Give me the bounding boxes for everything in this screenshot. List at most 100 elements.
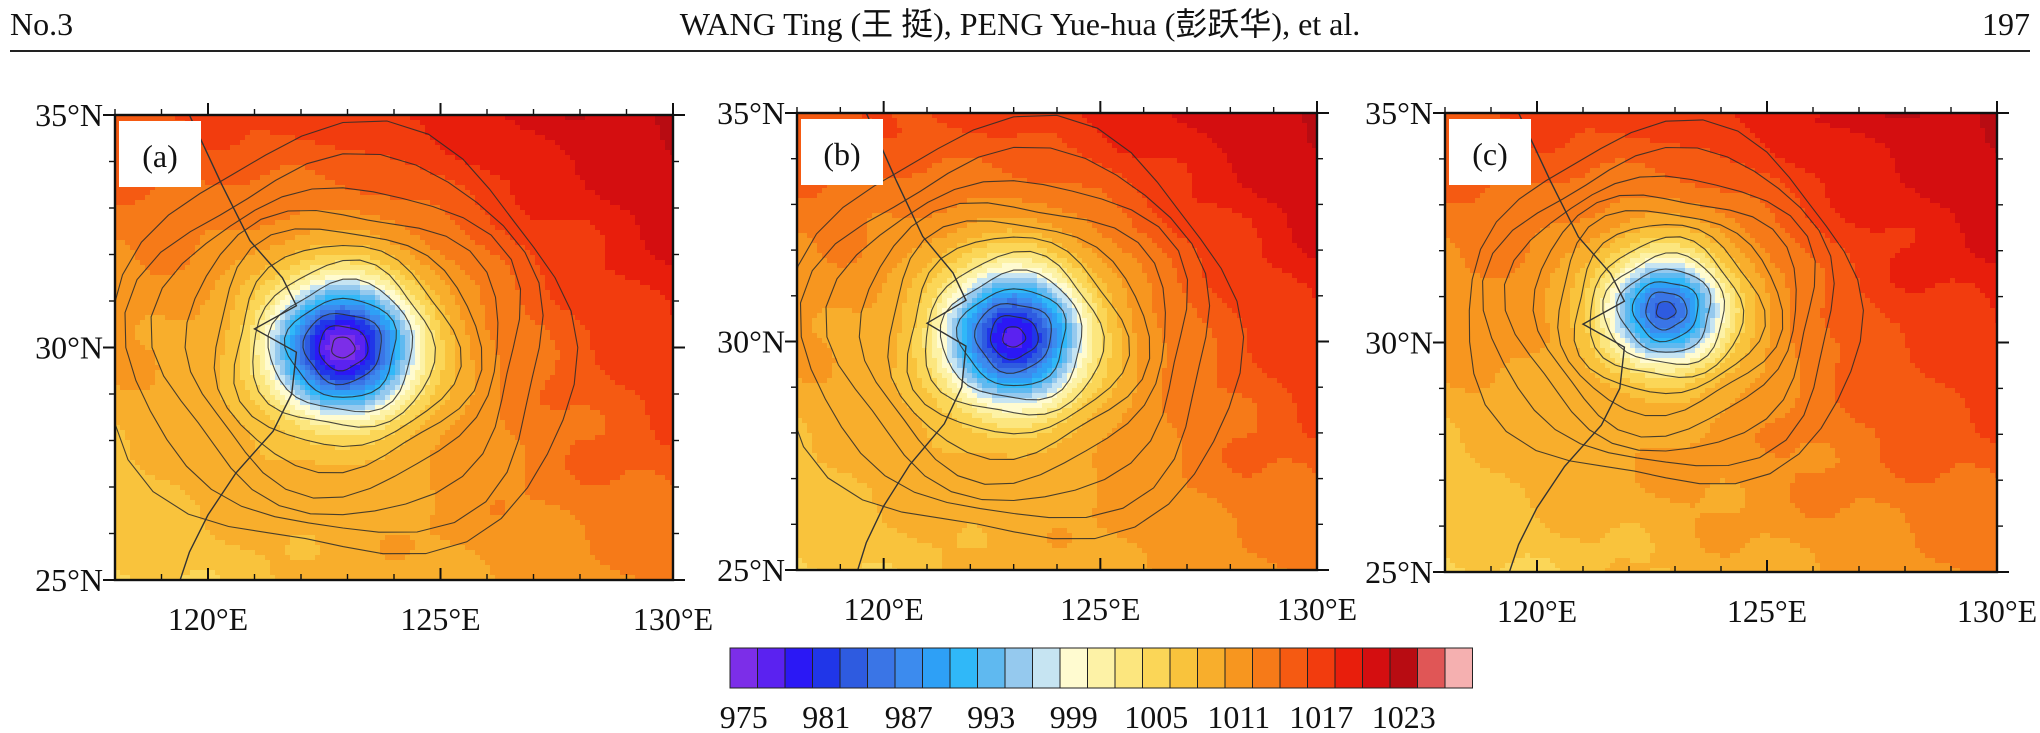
field-cell [595, 315, 601, 321]
field-cell [370, 265, 376, 271]
field-cell [275, 235, 281, 241]
field-cell [415, 245, 421, 251]
field-cell [525, 240, 531, 246]
field-cell [350, 235, 356, 241]
field-cell [305, 275, 311, 281]
field-cell [210, 190, 216, 196]
field-cell [650, 225, 656, 231]
field-cell [235, 160, 241, 166]
field-cell [650, 135, 656, 141]
field-cell [430, 160, 436, 166]
field-cell [365, 150, 371, 156]
field-cell [270, 120, 276, 126]
field-cell [130, 300, 136, 306]
field-cell [465, 115, 471, 121]
field-cell [560, 125, 566, 131]
field-cell [560, 245, 566, 251]
field-cell [590, 305, 596, 311]
field-cell [605, 115, 611, 121]
field-cell [605, 205, 611, 211]
field-cell [255, 155, 261, 161]
field-cell [480, 185, 486, 191]
field-cell [115, 180, 121, 186]
field-cell [520, 280, 526, 286]
field-cell [615, 245, 621, 251]
field-cell [560, 195, 566, 201]
field-cell [560, 265, 566, 271]
field-cell [325, 305, 331, 311]
field-cell [465, 175, 471, 181]
field-cell [365, 315, 371, 321]
field-cell [205, 325, 211, 331]
field-cell [370, 315, 376, 321]
field-cell [665, 315, 671, 321]
field-cell [220, 250, 226, 256]
field-cell [195, 115, 201, 121]
field-cell [415, 265, 421, 271]
field-cell [630, 115, 636, 121]
field-cell [220, 165, 226, 171]
field-cell [320, 175, 326, 181]
field-cell [550, 305, 556, 311]
field-cell [235, 220, 241, 226]
field-cell [310, 240, 316, 246]
field-cell [200, 120, 206, 126]
field-cell [670, 115, 673, 121]
field-cell [470, 150, 476, 156]
field-cell [245, 140, 251, 146]
field-cell [225, 215, 231, 221]
field-cell [325, 150, 331, 156]
field-cell [175, 280, 181, 286]
field-cell [630, 285, 636, 291]
field-cell [270, 190, 276, 196]
field-cell [205, 330, 211, 336]
field-cell [330, 145, 336, 151]
field-cell [360, 195, 366, 201]
field-cell [260, 150, 266, 156]
field-cell [205, 270, 211, 276]
field-cell [285, 170, 291, 176]
field-cell [550, 320, 556, 326]
journal-issue-number: No.3 [10, 4, 73, 44]
field-cell [600, 250, 606, 256]
field-cell [305, 330, 311, 336]
field-cell [650, 200, 656, 206]
field-cell [155, 330, 161, 336]
field-cell [630, 205, 636, 211]
field-cell [320, 270, 326, 276]
field-cell [270, 175, 276, 181]
field-cell [430, 170, 436, 176]
field-cell [325, 230, 331, 236]
field-cell [245, 215, 251, 221]
field-cell [455, 320, 461, 326]
field-cell [625, 115, 631, 121]
field-cell [185, 205, 191, 211]
field-cell [335, 275, 341, 281]
field-cell [610, 185, 616, 191]
field-cell [660, 175, 666, 181]
field-cell [530, 270, 536, 276]
field-cell [665, 265, 671, 271]
field-cell [220, 335, 226, 341]
field-cell [600, 270, 606, 276]
field-cell [665, 220, 671, 226]
field-cell [660, 160, 666, 166]
field-cell [650, 295, 656, 301]
field-cell [455, 205, 461, 211]
field-cell [505, 140, 511, 146]
field-cell [425, 245, 431, 251]
field-cell [425, 315, 431, 321]
field-cell [440, 190, 446, 196]
field-cell [190, 245, 196, 251]
field-cell [455, 315, 461, 321]
field-cell [475, 175, 481, 181]
field-cell [630, 155, 636, 161]
field-cell [315, 210, 321, 216]
field-cell [505, 250, 511, 256]
field-cell [160, 220, 166, 226]
field-cell [595, 245, 601, 251]
field-cell [655, 330, 661, 336]
field-cell [560, 170, 566, 176]
field-cell [590, 120, 596, 126]
field-cell [405, 215, 411, 221]
